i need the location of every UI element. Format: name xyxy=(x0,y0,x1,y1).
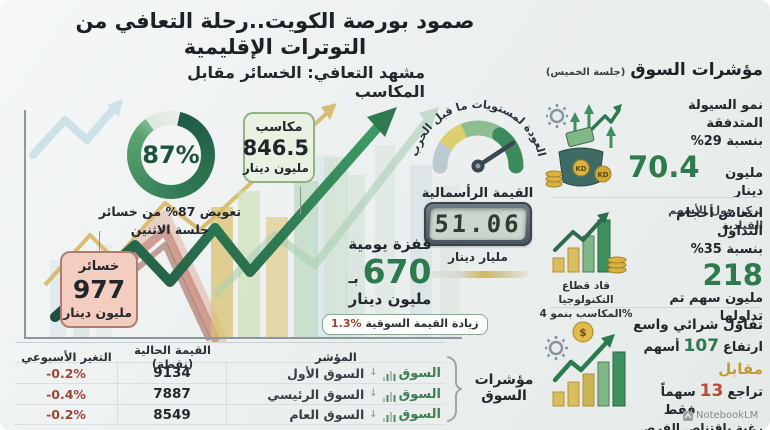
table-header: المؤشر القيمة الحالية (نقطة) التغير الأس… xyxy=(15,342,445,371)
capital-value-label: القيمة الرأسمالية xyxy=(421,186,534,201)
recovery-subtitle: مشهد التعافي: الخسائر مقابل المكاسب xyxy=(187,63,425,101)
table-brace-label: مؤشرات السوق xyxy=(474,372,534,404)
header-change: التغير الأسبوعي xyxy=(21,350,112,364)
table-row: السوق ↓ السوق الرئيسي 7887 -0.4% xyxy=(15,383,445,404)
liquidity-value: 70.4 xyxy=(628,149,700,184)
bars-logo-icon xyxy=(382,391,396,402)
sidebar-title: مؤشرات السوق xyxy=(630,60,763,80)
loss-label: خسائر xyxy=(78,259,120,274)
gauge-needle xyxy=(475,140,516,169)
donut-caption: تعويض 87% من خسائر جلسة الاثنين xyxy=(98,204,242,238)
sidebar-divider xyxy=(550,197,762,198)
sidebar-item-volumes: انتعاش أحجام التداول بنسبة 35% 218 مليون… xyxy=(669,206,763,325)
loss-value: 977 xyxy=(72,274,126,304)
page-title: صمود بورصة الكويت..رحلة التعافي من التوت… xyxy=(75,9,475,60)
daily-jump-unit: مليون دينار xyxy=(348,290,432,309)
sidebar-session: (جلسة الخميس) xyxy=(545,67,626,78)
gains-unit: مليون دينار xyxy=(242,160,309,175)
down-arrow-icon: ↓ xyxy=(369,388,378,399)
gains-label: مكاسب xyxy=(255,120,303,135)
bars-logo-icon xyxy=(382,412,396,422)
capital-gauge: العودة لمستويات ما قبل الحرب xyxy=(408,98,548,174)
down-arrow-icon: ↓ xyxy=(369,408,378,420)
sidebar-header: مؤشرات السوق (جلسة الخميس) xyxy=(545,60,763,80)
gauge-arc xyxy=(432,120,524,174)
market-cap-increase-badge: زيادة القيمة السوقية 1.3% xyxy=(322,314,488,336)
gains-connector-line xyxy=(300,186,301,214)
capital-progress-bar xyxy=(430,271,528,278)
recovery-chart-decoration xyxy=(24,99,462,343)
boursa-logo: السوق xyxy=(382,366,441,381)
loss-unit: مليون دينار xyxy=(63,304,132,320)
boursa-logo: السوق xyxy=(382,387,441,402)
trading-volume-icon xyxy=(552,212,627,274)
market-change: -0.2% xyxy=(15,405,118,424)
loss-box: خسائر 977 مليون دينار xyxy=(60,251,138,328)
gains-value: 846.5 xyxy=(242,135,309,160)
volume-value: 218 xyxy=(702,257,763,292)
recovery-donut: 87% xyxy=(127,111,215,199)
header-value: القيمة الحالية (نقطة) xyxy=(134,343,211,371)
market-name: السوق الرئيسي xyxy=(267,386,365,402)
falling-stocks-count: 13 xyxy=(699,380,724,401)
notebooklm-logo-icon xyxy=(683,410,693,421)
boursa-logo: السوق xyxy=(382,407,441,422)
liquidity-icon: KD KD xyxy=(545,104,622,188)
sidebar-divider xyxy=(550,307,762,308)
donut-percent: 87% xyxy=(141,125,201,185)
market-change: -0.2% xyxy=(15,363,118,383)
header-indicator: المؤشر xyxy=(315,350,357,364)
table-brace xyxy=(447,356,462,422)
versus-label: مقابل xyxy=(718,359,763,378)
svg-text:KD: KD xyxy=(597,171,608,179)
svg-text:KD: KD xyxy=(575,165,586,173)
bars-logo-icon xyxy=(382,370,396,381)
loss-connector-line xyxy=(99,231,100,251)
chart-axis xyxy=(24,110,462,339)
table-row: السوق ↓ السوق الأول 9134 -0.2% xyxy=(15,362,445,383)
svg-text:$: $ xyxy=(579,326,587,339)
market-value: 9134 xyxy=(118,363,227,383)
market-value: 8549 xyxy=(118,405,227,424)
teal-trend-arrow-icon xyxy=(29,99,123,159)
capital-value-display: 51.06 xyxy=(424,202,532,246)
table-row: السوق ↓ السوق العام 8549 -0.2% xyxy=(15,404,445,425)
gains-box: مكاسب 846.5 مليون دينار xyxy=(242,112,315,184)
sidebar-item-liquidity: نمو السيولة المتدفقة بنسبة 29% 70.4 مليو… xyxy=(628,98,763,233)
daily-jump-title: قفزة يومية xyxy=(348,235,432,253)
daily-jump-value: 670 xyxy=(362,252,432,292)
market-change: -0.4% xyxy=(15,384,118,404)
market-name: السوق العام xyxy=(289,407,365,422)
tech-sector-caption: قاد قطاع التكنولوجيا المكاسب بنمو 4% xyxy=(539,280,633,321)
daily-jump-block: قفزة يومية بـ 670 مليون دينار زيادة القي… xyxy=(322,235,488,336)
markets-table: المؤشر القيمة الحالية (نقطة) التغير الأس… xyxy=(15,342,445,425)
market-value: 7887 xyxy=(118,384,227,404)
down-arrow-icon: ↓ xyxy=(369,367,378,378)
market-name: السوق الأول xyxy=(286,365,365,381)
rising-stocks-count: 107 xyxy=(683,335,720,356)
buying-optimism-icon: $ xyxy=(545,321,626,407)
watermark: NotebookLM xyxy=(683,410,758,421)
display-unit: مليار دينار xyxy=(448,250,508,264)
daily-jump-prefix: بـ xyxy=(348,271,359,288)
